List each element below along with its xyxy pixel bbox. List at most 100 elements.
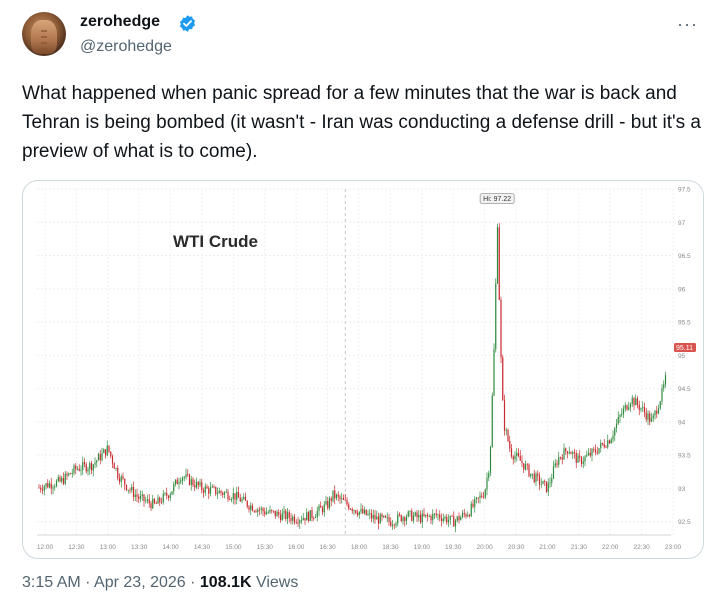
x-tick-label: 20:30: [508, 544, 525, 551]
tweet-time[interactable]: 3:15 AM: [22, 574, 81, 591]
candle-body: [652, 415, 654, 419]
candle-body: [148, 499, 150, 504]
candle-body: [174, 479, 177, 485]
y-tick-label: 97.5: [678, 187, 691, 194]
candle-body: [202, 490, 205, 493]
candle-body: [544, 480, 546, 482]
candle-body: [225, 491, 227, 493]
tweet-media-chart[interactable]: 92.5 93 93.5 94 94.5 95 95.5 96 96.5 97 97.5 12:00…: [22, 180, 704, 559]
candle-body: [503, 400, 506, 431]
candle-body: [251, 505, 254, 511]
candle-body: [404, 517, 406, 521]
candle-body: [111, 456, 114, 464]
candle-body: [197, 481, 199, 486]
candle-body: [664, 375, 667, 385]
tweet-date[interactable]: Apr 23, 2026: [94, 574, 186, 591]
candle-body: [38, 487, 40, 489]
candle-body: [304, 517, 306, 521]
y-tick-label: 94.5: [678, 386, 691, 393]
candle-body: [335, 494, 338, 499]
candle-body: [330, 498, 332, 501]
candle-body: [416, 512, 418, 518]
avatar-detail: [41, 30, 47, 50]
views-count: 108.1K: [199, 574, 252, 591]
x-tick-label: 18:30: [382, 544, 399, 551]
candle-body: [118, 477, 121, 482]
candle-body: [75, 465, 77, 470]
candle-body: [143, 494, 145, 502]
more-options-icon[interactable]: ···: [677, 14, 698, 34]
candle-body: [187, 474, 189, 475]
candle-body: [552, 466, 555, 479]
candle-body: [104, 449, 107, 456]
candle-body: [66, 473, 68, 476]
candle-body: [313, 517, 315, 519]
candle-body: [160, 502, 163, 503]
candle-body: [351, 509, 353, 511]
candle-body: [636, 398, 639, 405]
candle-body: [647, 413, 649, 420]
candle-body: [209, 487, 212, 494]
candle-body: [377, 516, 380, 524]
candle-body: [87, 469, 89, 472]
candle-body: [432, 513, 434, 521]
candle-body: [320, 505, 322, 508]
candle-body: [323, 504, 325, 513]
candle-body: [257, 509, 259, 513]
candle-body: [537, 473, 539, 476]
y-tick-label: 97: [678, 220, 686, 227]
candle-body: [607, 440, 609, 448]
candle-body: [463, 512, 465, 515]
author-avatar[interactable]: [22, 12, 66, 56]
candle-body: [589, 452, 591, 456]
candle-body: [402, 517, 404, 522]
candle-body: [635, 398, 637, 406]
candle-body: [132, 486, 135, 498]
candle-body: [318, 505, 320, 511]
candle-body: [232, 493, 234, 500]
candle-body: [157, 497, 159, 504]
x-axis-ticks: 12:00 12:30 13:00 13:30 14:00 14:30 15:00 15:30…: [37, 544, 682, 551]
author-handle[interactable]: @zerohedge: [80, 38, 172, 55]
candle-body: [657, 408, 660, 414]
candle-body: [150, 503, 152, 509]
candle-body: [73, 465, 75, 473]
candle-body: [472, 503, 474, 507]
candle-body: [498, 227, 500, 300]
candle-body: [61, 477, 63, 482]
candle-body: [54, 486, 56, 488]
candle-body: [239, 497, 241, 502]
candle-body: [302, 517, 304, 521]
candle-body: [57, 477, 59, 481]
candle-body: [477, 497, 479, 499]
candle-body: [360, 508, 362, 512]
candle-body: [598, 448, 600, 454]
x-tick-label: 12:00: [37, 544, 54, 551]
candle-body: [299, 520, 301, 524]
candle-body: [159, 497, 161, 503]
candle-body: [447, 520, 450, 523]
candle-body: [610, 439, 612, 444]
y-tick-label: 96.5: [678, 253, 691, 260]
candle-body: [540, 483, 542, 485]
candle-body: [411, 510, 413, 521]
candle-body: [453, 516, 455, 527]
candle-body: [258, 509, 261, 511]
candle-body: [474, 499, 476, 507]
author-name[interactable]: zerohedge: [80, 13, 161, 30]
candle-body: [218, 490, 220, 494]
candle-body: [355, 510, 357, 514]
candle-body: [568, 452, 570, 454]
candle-body: [642, 407, 644, 409]
candle-body: [433, 513, 436, 515]
candle-body: [608, 440, 611, 444]
candle-body: [173, 484, 175, 492]
x-tick-label: 20:00: [476, 544, 493, 551]
candle-body: [55, 480, 58, 487]
candle-body: [600, 443, 602, 449]
candle-body: [286, 512, 289, 520]
candle-body: [274, 510, 276, 517]
x-tick-label: 16:00: [288, 544, 305, 551]
y-tick-label: 93: [678, 486, 686, 493]
candle-body: [570, 452, 572, 455]
